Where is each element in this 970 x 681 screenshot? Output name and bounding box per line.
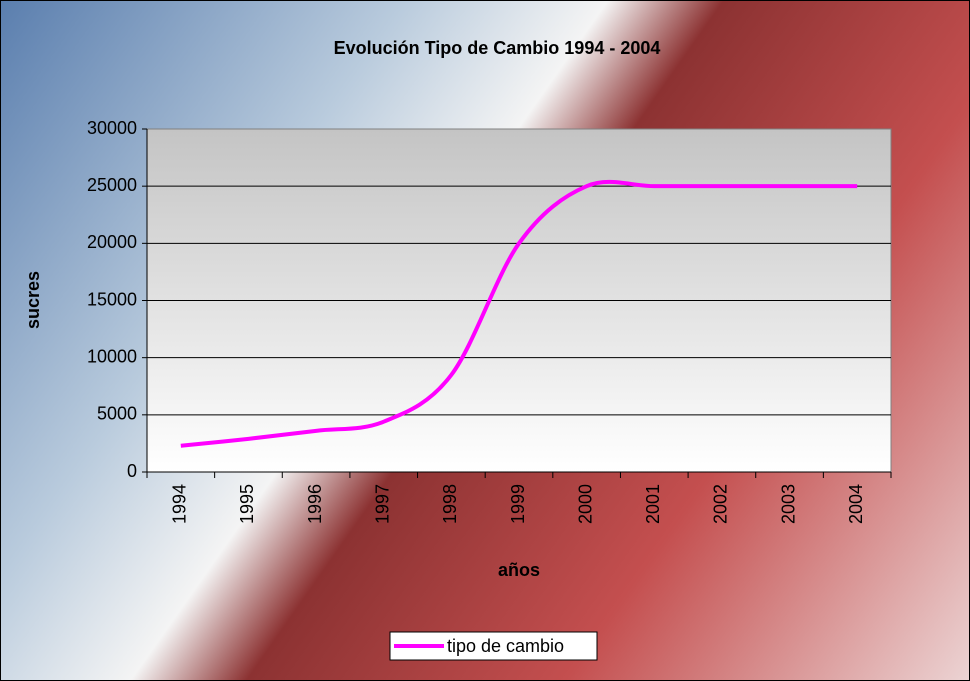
x-tick-label: 1998	[440, 484, 460, 524]
y-tick-label: 25000	[87, 175, 137, 195]
x-tick-label: 1999	[508, 484, 528, 524]
legend-label: tipo de cambio	[447, 636, 564, 656]
y-tick-label: 10000	[87, 346, 137, 366]
y-tick-label: 30000	[87, 118, 137, 138]
x-tick-label: 2000	[575, 484, 595, 524]
x-tick-label: 2001	[643, 484, 663, 524]
x-tick-label: 1997	[372, 484, 392, 524]
y-tick-label: 0	[127, 461, 137, 481]
y-tick-label: 5000	[97, 404, 137, 424]
x-tick-label: 2004	[846, 484, 866, 524]
y-tick-label: 15000	[87, 289, 137, 309]
legend: tipo de cambio	[389, 631, 598, 661]
y-tick-label: 20000	[87, 232, 137, 252]
x-tick-label: 2003	[778, 484, 798, 524]
y-axis-title: sucres	[23, 271, 43, 329]
x-tick-label: 1995	[237, 484, 257, 524]
x-tick-label: 1996	[305, 484, 325, 524]
x-tick-label: 2002	[711, 484, 731, 524]
chart-title: Evolución Tipo de Cambio 1994 - 2004	[334, 38, 661, 58]
x-tick-label: 1994	[170, 484, 190, 524]
x-axis-title: años	[498, 560, 540, 580]
series-line	[180, 179, 858, 448]
